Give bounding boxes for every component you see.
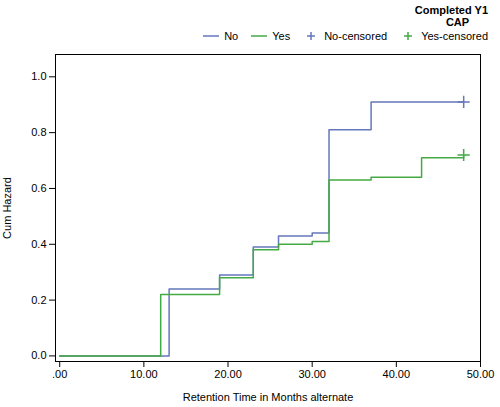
svg-text:0.8: 0.8	[31, 126, 46, 138]
html-text:Yes-censored: Yes-censored	[421, 30, 488, 42]
svg-text:0.0: 0.0	[31, 349, 46, 361]
html-text:No-censored: No-censored	[324, 30, 388, 42]
svg-text:0.4: 0.4	[31, 238, 46, 250]
svg-text:50.00: 50.00	[467, 368, 495, 380]
html-text:Completed Y1 CAP: Completed Y1 CAP	[414, 4, 488, 28]
svg-text:20.00: 20.00	[214, 368, 242, 380]
svg-text:40.00: 40.00	[383, 368, 411, 380]
svg-text:Retention Time in Months alter: Retention Time in Months alternate	[183, 391, 354, 403]
svg-text:0.6: 0.6	[31, 182, 46, 194]
svg-text:Cum Hazard: Cum Hazard	[1, 177, 13, 239]
html-text:No: No	[224, 30, 239, 42]
svg-text:30.00: 30.00	[298, 368, 326, 380]
svg-text:0.2: 0.2	[31, 294, 46, 306]
svg-text:1.0: 1.0	[31, 70, 46, 82]
svg-text:.00: .00	[52, 368, 67, 380]
svg-text:10.00: 10.00	[130, 368, 158, 380]
html-text:Yes: Yes	[272, 30, 291, 42]
